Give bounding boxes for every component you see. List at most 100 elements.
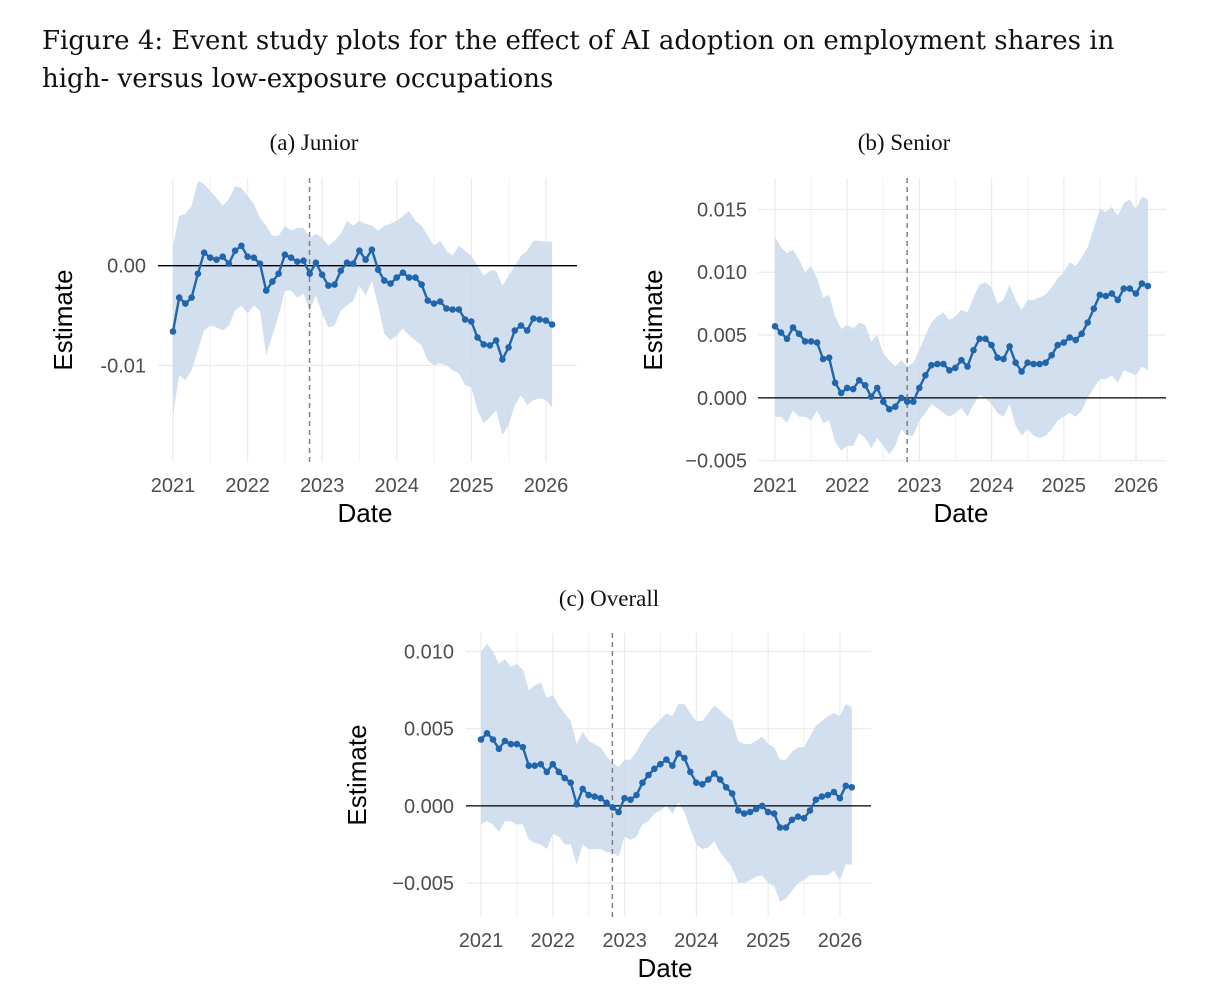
estimate-point <box>639 779 646 786</box>
estimate-point <box>1018 368 1025 375</box>
x-tick-label: 2022 <box>825 475 870 497</box>
estimate-point <box>200 249 208 256</box>
estimate-point <box>964 363 971 370</box>
estimate-point <box>507 740 515 748</box>
estimate-point <box>813 339 821 346</box>
estimate-point <box>1060 339 1067 346</box>
x-tick-label: 2026 <box>818 930 863 952</box>
estimate-point <box>621 794 628 802</box>
estimate-point <box>1072 336 1079 344</box>
y-tick-label: 0.000 <box>697 388 747 410</box>
estimate-point <box>848 784 856 791</box>
estimate-point <box>825 354 833 362</box>
estimate-point <box>728 790 736 797</box>
estimate-point <box>492 337 500 344</box>
estimate-point <box>343 259 351 267</box>
estimate-point <box>585 791 592 799</box>
estimate-point <box>777 329 785 336</box>
estimate-point <box>988 341 995 349</box>
estimate-point <box>561 774 568 782</box>
x-tick-label: 2021 <box>151 475 196 497</box>
estimate-point <box>387 280 394 287</box>
estimate-point <box>789 324 797 331</box>
estimate-point <box>1084 319 1091 326</box>
estimate-point <box>543 768 551 776</box>
y-axis-label: Estimate <box>342 724 372 825</box>
x-tick-label: 2026 <box>1114 475 1159 497</box>
estimate-point <box>1054 341 1061 349</box>
x-axis-label: Date <box>934 498 989 528</box>
y-tick-label: 0.010 <box>697 262 747 284</box>
y-tick-label: 0.000 <box>404 796 454 818</box>
estimate-point <box>794 813 802 820</box>
y-tick-label: 0.00 <box>107 256 146 278</box>
estimate-point <box>356 247 363 254</box>
estimate-point <box>892 403 899 411</box>
estimate-point <box>824 791 832 799</box>
estimate-point <box>675 750 682 757</box>
estimate-point <box>783 335 791 343</box>
estimate-point <box>627 796 634 803</box>
estimate-point <box>443 305 450 312</box>
estimate-point <box>880 398 887 406</box>
panel-senior: 2021 2022 2023 2024 2025 2026 0.015 0.010 0.005 0… <box>638 130 1166 528</box>
estimate-point <box>843 384 851 392</box>
estimate-point <box>693 779 700 786</box>
estimate-point <box>511 327 519 334</box>
estimate-point <box>225 260 233 268</box>
estimate-point <box>940 360 947 368</box>
estimate-point <box>740 810 748 817</box>
estimate-point <box>318 271 326 279</box>
estimate-point <box>1036 360 1043 368</box>
estimate-point <box>219 253 226 260</box>
y-tick-label: 0.005 <box>404 719 454 741</box>
estimate-point <box>609 804 616 811</box>
estimate-point <box>645 771 652 779</box>
y-tick-label: 0.005 <box>697 325 747 347</box>
estimate-point <box>764 808 772 816</box>
estimate-point <box>687 768 694 776</box>
estimate-point <box>483 730 491 737</box>
estimate-point <box>722 784 730 791</box>
estimate-point <box>928 361 935 369</box>
estimate-point <box>275 270 282 278</box>
estimate-point <box>513 740 521 748</box>
estimate-point <box>807 338 815 345</box>
estimate-point <box>262 287 270 294</box>
estimate-point <box>1048 351 1055 359</box>
confidence-band <box>481 643 852 902</box>
estimate-point <box>705 776 712 783</box>
estimate-point <box>681 754 688 762</box>
estimate-point <box>904 398 911 406</box>
estimate-point <box>542 317 550 324</box>
x-tick-label: 2025 <box>449 475 494 497</box>
estimate-point <box>615 808 622 816</box>
confidence-band <box>173 181 553 436</box>
estimate-point <box>603 799 610 807</box>
estimate-point <box>1006 343 1013 350</box>
x-tick-label: 2022 <box>531 930 576 952</box>
panel-title: (a) Junior <box>270 130 359 155</box>
estimate-point <box>806 807 814 814</box>
estimate-point <box>836 794 844 802</box>
panel-overall: 2021 2022 2023 2024 2025 2026 0.010 0.005 0.000 −… <box>342 586 871 983</box>
estimate-point <box>244 253 251 260</box>
estimate-point <box>548 321 556 328</box>
estimate-point <box>517 322 525 329</box>
estimate-point <box>633 791 640 799</box>
estimate-point <box>711 770 718 777</box>
estimate-point <box>734 807 742 814</box>
x-tick-label: 2023 <box>897 475 942 497</box>
x-axis-label: Date <box>338 498 393 528</box>
x-tick-label: 2024 <box>969 475 1014 497</box>
estimate-point <box>1000 355 1007 363</box>
estimate-point <box>579 785 586 793</box>
estimate-point <box>922 372 929 379</box>
estimate-point <box>238 242 245 250</box>
estimate-point <box>873 384 881 392</box>
estimate-point <box>536 316 543 323</box>
estimate-point <box>477 736 485 743</box>
estimate-point <box>1102 292 1110 300</box>
figure-caption: Figure 4: Event study plots for the effe… <box>42 26 1115 94</box>
